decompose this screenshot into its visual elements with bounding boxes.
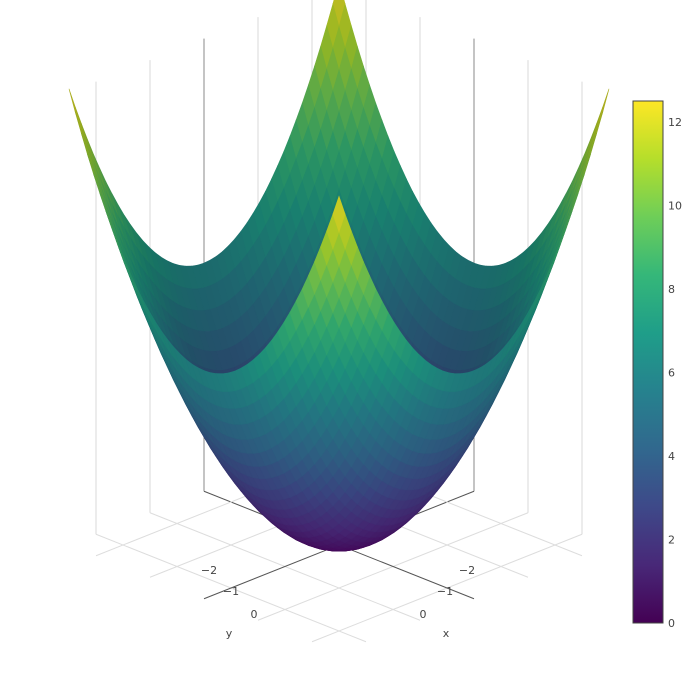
colorbar-tick-label: 6	[668, 366, 675, 379]
colorbar-tick-label: 0	[668, 617, 675, 630]
x-tick-label: −1	[437, 585, 453, 598]
colorbar-tick-label: 4	[668, 450, 675, 463]
surface-patch	[332, 195, 346, 233]
colorbar-tick-label: 10	[668, 199, 682, 212]
3d-scene[interactable]: −2 −1 0 −2 −1 0 y x	[68, 0, 610, 643]
colorbar-tick-label: 12	[668, 116, 682, 129]
x-tick-label: −2	[459, 564, 475, 577]
colorbar-ticks: 0 2 4 6 8 10 12	[668, 116, 682, 630]
colorbar-tick-label: 8	[668, 283, 675, 296]
x-axis-title: x	[443, 627, 450, 640]
x-tick-label: 0	[420, 608, 427, 621]
surface-mesh	[68, 0, 610, 552]
x-axis-ticks: −2 −1 0	[420, 564, 476, 621]
y-tick-label: −2	[201, 564, 217, 577]
y-axis-ticks: −2 −1 0	[201, 564, 258, 621]
y-tick-label: 0	[251, 608, 258, 621]
y-tick-label: −1	[223, 585, 239, 598]
colorbar: 0 2 4 6 8 10 12	[632, 100, 682, 630]
colorbar-tick-label: 2	[668, 533, 675, 546]
y-axis-title: y	[226, 627, 233, 640]
colorbar-gradient	[632, 100, 664, 624]
